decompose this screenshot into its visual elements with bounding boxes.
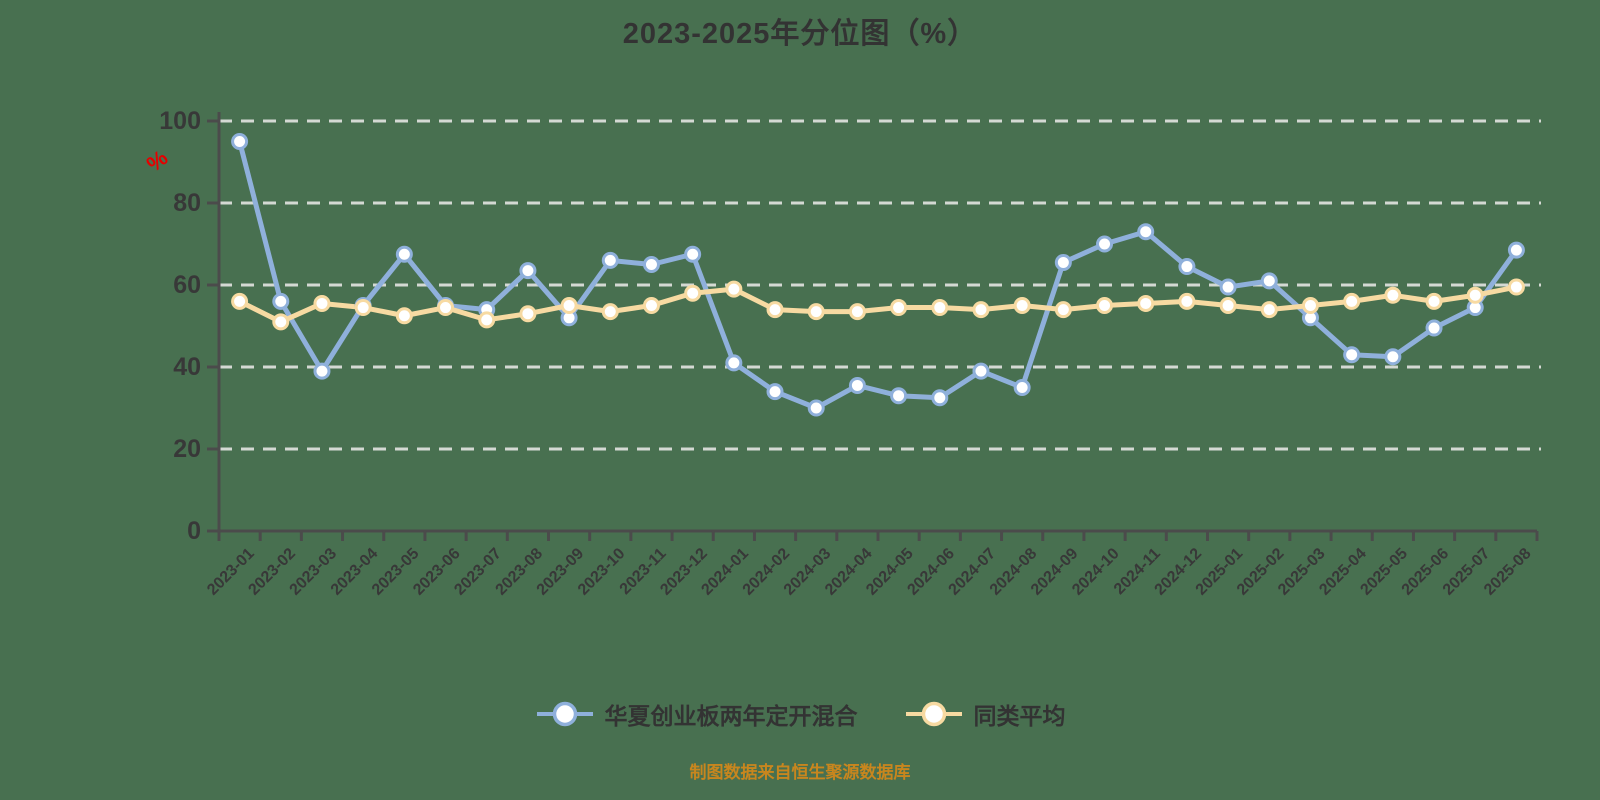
data-point-average[interactable]: [1137, 294, 1155, 312]
data-point-fund[interactable]: [766, 383, 784, 401]
data-point-fund[interactable]: [1219, 278, 1237, 296]
data-point-average[interactable]: [313, 294, 331, 312]
legend-item-fund[interactable]: 华夏创业板两年定开混合: [535, 696, 858, 732]
legend-item-average[interactable]: 同类平均: [904, 696, 1066, 732]
data-source-note: 制图数据来自恒生聚源数据库: [689, 763, 911, 782]
data-point-fund[interactable]: [1178, 258, 1196, 276]
data-point-fund[interactable]: [1054, 253, 1072, 271]
data-point-average[interactable]: [395, 307, 413, 325]
legend-marker-fund-icon: [536, 701, 593, 727]
legend-label-fund: 华夏创业板两年定开混合: [604, 703, 858, 729]
data-point-fund[interactable]: [1343, 346, 1361, 364]
data-point-fund[interactable]: [931, 389, 949, 407]
legend: 华夏创业板两年定开混合 同类平均: [0, 696, 1600, 732]
data-point-average[interactable]: [1343, 292, 1361, 310]
data-point-average[interactable]: [272, 313, 290, 331]
data-point-average[interactable]: [1178, 292, 1196, 310]
data-point-average[interactable]: [519, 305, 537, 323]
data-point-fund[interactable]: [972, 362, 990, 380]
data-point-fund[interactable]: [1013, 379, 1031, 396]
data-point-fund[interactable]: [395, 245, 413, 263]
data-point-fund[interactable]: [601, 251, 619, 269]
data-point-average[interactable]: [1013, 297, 1031, 314]
legend-marker-average-icon: [905, 701, 962, 727]
data-point-average[interactable]: [1384, 286, 1402, 304]
data-point-average[interactable]: [848, 303, 866, 321]
data-point-fund[interactable]: [684, 245, 702, 263]
y-axis-label: 100: [159, 107, 201, 135]
chart-title: 2023-2025年分位图（%）: [622, 18, 978, 50]
data-point-average[interactable]: [807, 303, 825, 321]
y-axis-label: 20: [173, 435, 201, 463]
data-point-fund[interactable]: [1425, 319, 1443, 337]
data-point-average[interactable]: [560, 297, 578, 314]
data-point-average[interactable]: [684, 284, 702, 302]
data-point-fund[interactable]: [1096, 235, 1114, 253]
data-point-fund[interactable]: [1507, 241, 1525, 259]
y-axis-label: 40: [173, 353, 201, 381]
data-point-average[interactable]: [231, 292, 249, 310]
y-axis-label: 60: [173, 271, 201, 299]
data-point-average[interactable]: [1054, 301, 1072, 319]
data-point-fund[interactable]: [890, 387, 908, 405]
data-point-average[interactable]: [354, 299, 372, 317]
series-line-average: [237, 284, 1519, 325]
data-point-average[interactable]: [1260, 301, 1278, 319]
legend-label-average: 同类平均: [973, 703, 1066, 729]
data-point-fund[interactable]: [725, 354, 743, 372]
data-point-average[interactable]: [1466, 286, 1484, 304]
data-point-fund[interactable]: [519, 262, 537, 280]
data-point-fund[interactable]: [313, 362, 331, 380]
y-axis-label: 80: [173, 189, 201, 217]
data-point-average[interactable]: [1301, 297, 1319, 314]
data-point-average[interactable]: [478, 311, 496, 329]
data-point-fund[interactable]: [1260, 272, 1278, 290]
data-point-fund[interactable]: [848, 376, 866, 394]
data-point-average[interactable]: [601, 303, 619, 321]
data-point-average[interactable]: [1507, 278, 1525, 296]
data-point-average[interactable]: [1096, 297, 1114, 314]
data-point-average[interactable]: [972, 301, 990, 319]
data-point-average[interactable]: [725, 280, 743, 298]
y-axis-unit-label: %: [142, 145, 173, 177]
data-point-fund[interactable]: [231, 133, 249, 150]
data-point-average[interactable]: [642, 297, 660, 314]
data-point-average[interactable]: [1425, 292, 1443, 310]
data-point-average[interactable]: [890, 299, 908, 317]
data-point-average[interactable]: [931, 299, 949, 317]
data-point-fund[interactable]: [1137, 223, 1155, 241]
data-point-fund[interactable]: [642, 256, 660, 273]
y-axis-label: 0: [187, 517, 201, 545]
data-point-fund[interactable]: [807, 399, 825, 417]
data-point-fund[interactable]: [272, 292, 290, 310]
data-point-average[interactable]: [766, 301, 784, 319]
data-point-fund[interactable]: [1384, 348, 1402, 366]
data-point-average[interactable]: [1219, 297, 1237, 314]
data-point-average[interactable]: [437, 299, 455, 317]
